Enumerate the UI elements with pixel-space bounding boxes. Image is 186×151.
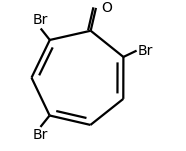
Text: O: O: [101, 1, 112, 15]
Text: Br: Br: [33, 128, 48, 142]
Text: Br: Br: [33, 13, 48, 27]
Text: Br: Br: [138, 44, 153, 58]
